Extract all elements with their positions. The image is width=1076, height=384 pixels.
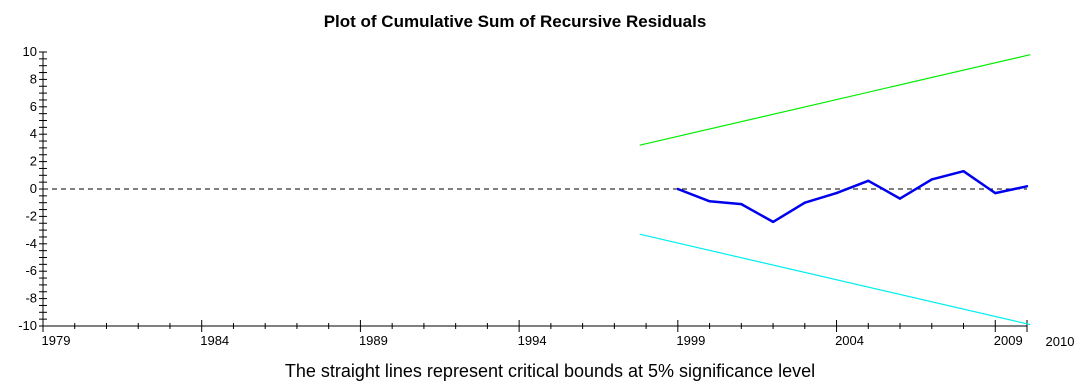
y-tick-label: 8 <box>30 71 37 86</box>
cusum-point <box>803 201 807 204</box>
x-tick-label: 1984 <box>200 333 229 348</box>
x-tick-label: 2004 <box>835 333 864 348</box>
cusum-point <box>740 202 743 206</box>
x-tick-label: 2009 <box>994 333 1023 348</box>
cusum-point <box>867 179 870 182</box>
x-tick-label: 2010 <box>1046 334 1075 349</box>
upper-bound-line <box>639 54 1031 146</box>
chart-title: Plot of Cumulative Sum of Recursive Resi… <box>324 12 707 31</box>
cusum-point <box>708 200 711 203</box>
x-tick-label: 1989 <box>359 333 388 348</box>
tick-labels: 10 8 6 4 2 0 -2 -4 -6 -8 -10 1979 1984 1989 1994 1999 20… <box>18 44 1074 349</box>
y-tick-label: 2 <box>30 154 37 169</box>
x-tick-label: 1979 <box>42 333 71 348</box>
y-tick-label: 10 <box>23 44 37 59</box>
y-tick-label: 4 <box>30 126 37 141</box>
cusum-point <box>676 187 680 191</box>
cusum-point <box>930 178 933 181</box>
axes <box>39 51 1028 332</box>
y-tick-label: 0 <box>30 181 37 196</box>
y-tick-label: 6 <box>30 99 37 114</box>
cusum-point <box>994 191 997 195</box>
cusum-point <box>835 191 838 195</box>
series-layer <box>639 54 1031 326</box>
x-tick-label: 1994 <box>518 333 547 348</box>
cusum-point <box>962 169 965 173</box>
cusum-point <box>1025 185 1029 188</box>
y-tick-label: -8 <box>25 291 37 306</box>
cusum-point <box>771 220 775 224</box>
lower-bound-line <box>639 233 1031 326</box>
y-tick-label: -6 <box>25 263 37 278</box>
x-axis-caption: The straight lines represent critical bo… <box>285 361 815 381</box>
x-tick-label: 1999 <box>676 333 705 348</box>
y-tick-label: -10 <box>18 318 37 333</box>
cusum-point <box>898 197 902 200</box>
y-tick-label: -4 <box>25 236 37 251</box>
cusum-line <box>677 169 1028 224</box>
y-tick-label: -2 <box>25 208 37 223</box>
